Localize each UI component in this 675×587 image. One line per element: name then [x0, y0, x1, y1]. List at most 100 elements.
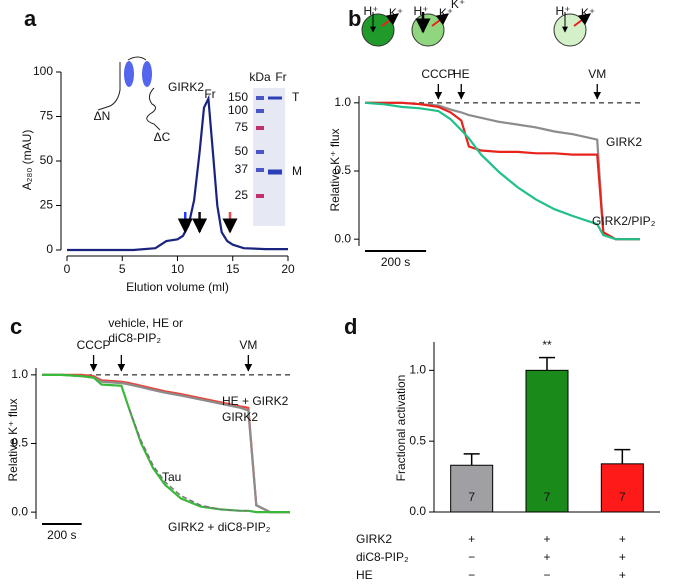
panel-letter: b — [348, 6, 361, 31]
series-line — [365, 101, 640, 241]
y-axis-label: Fractional activation — [394, 375, 408, 482]
y-tick-label: 1.0 — [409, 363, 426, 377]
condition-label: GIRK2 — [356, 532, 392, 546]
y-tick-label: 0.5 — [334, 163, 351, 177]
x-tick-label: 0 — [64, 262, 71, 276]
condition-sign: + — [619, 532, 626, 546]
chain — [97, 56, 161, 131]
condition-sign: − — [468, 550, 475, 564]
ion-label: H⁺ — [414, 4, 429, 18]
y-tick-label: 1.0 — [334, 95, 351, 109]
y-tick-label: 75 — [40, 109, 54, 123]
y-axis-label: A₂₈₀ (mAU) — [20, 130, 34, 191]
condition-label: HE — [356, 568, 373, 582]
y-tick-label: 0.0 — [11, 504, 28, 518]
ladder-label: 150 — [228, 90, 248, 104]
y-tick-label: 0.0 — [334, 231, 351, 245]
condition-sign: + — [619, 568, 626, 582]
ladder-band — [256, 109, 264, 113]
ion-label: K⁺ — [389, 6, 403, 20]
n-term-label: ΔN — [94, 109, 111, 123]
ladder-label: 50 — [235, 144, 249, 158]
ladder-label: 75 — [235, 120, 249, 134]
series-label: GIRK2/PIP₂ — [592, 214, 656, 228]
gel-band — [268, 169, 282, 175]
y-tick-label: 0.5 — [409, 433, 426, 447]
scale-bar-label: 200 s — [47, 528, 76, 542]
subunit — [124, 61, 134, 87]
k-arrow — [573, 13, 591, 27]
ladder-band — [256, 96, 264, 100]
condition-sign: + — [543, 550, 550, 564]
ladder-band — [256, 168, 264, 172]
y-tick-label: 0.5 — [11, 436, 28, 450]
c-term-label: ΔC — [154, 130, 171, 144]
event-label: HE — [453, 67, 470, 81]
n-label: 7 — [468, 490, 475, 504]
event-label: CCCP — [77, 338, 111, 352]
y-tick-label: 0 — [46, 242, 53, 256]
bar — [450, 464, 494, 513]
y-axis-label: Relative K⁺ flux — [6, 398, 20, 481]
scale-bar-label: 200 s — [381, 255, 410, 269]
y-tick-label: 25 — [40, 198, 54, 212]
peak-label: Fr — [204, 87, 215, 101]
bar — [525, 369, 569, 513]
bar — [600, 463, 644, 513]
protein-label: GIRK2 — [168, 80, 204, 94]
significance: ** — [542, 338, 552, 352]
subunit — [142, 61, 152, 87]
panel-letter: c — [10, 314, 22, 339]
condition-sign: + — [619, 550, 626, 564]
event-label: vehicle, HE or — [108, 316, 183, 330]
ladder-label: 37 — [235, 162, 249, 176]
condition-sign: − — [468, 568, 475, 582]
panel-letter: d — [344, 314, 357, 339]
event-label: VM — [239, 338, 257, 352]
series-label: GIRK2 — [606, 135, 642, 149]
ladder-label: 100 — [228, 103, 248, 117]
ion-label: H⁺ — [364, 4, 379, 18]
k-arrow — [431, 13, 449, 27]
series-line — [364, 101, 640, 241]
series-line — [67, 94, 288, 252]
gel-lane: Fr — [275, 70, 286, 84]
x-tick-label: 10 — [171, 262, 185, 276]
k-arrow — [381, 13, 399, 27]
ion-label: H⁺ — [556, 4, 571, 18]
ladder-band — [256, 126, 264, 130]
x-tick-label: 15 — [226, 262, 240, 276]
ion-label: K⁺ — [439, 6, 453, 20]
y-tick-label: 100 — [33, 64, 53, 78]
band-label: T — [292, 90, 300, 104]
condition-sign: + — [468, 532, 475, 546]
series-line — [42, 373, 290, 514]
condition-label: diC8-PIP₂ — [356, 550, 409, 564]
n-label: 7 — [544, 490, 551, 504]
series-label: GIRK2 + diC8-PIP₂ — [168, 520, 271, 534]
band-label: M — [292, 164, 302, 178]
ion-label: K⁺ — [451, 0, 465, 11]
event-label: VM — [588, 67, 606, 81]
ion-label: K⁺ — [581, 6, 595, 20]
ladder-label: 25 — [235, 188, 249, 202]
ladder-band — [256, 150, 264, 154]
y-axis-label: Relative K⁺ flux — [328, 128, 342, 211]
series-line — [128, 408, 249, 512]
panel-letter: a — [24, 6, 37, 31]
gel-unit: kDa — [249, 70, 271, 84]
y-tick-label: 0.0 — [409, 504, 426, 518]
y-tick-label: 50 — [40, 153, 54, 167]
series-label: Tau — [162, 470, 181, 484]
n-label: 7 — [619, 490, 626, 504]
condition-sign: + — [543, 532, 550, 546]
x-axis-label: Elution volume (ml) — [126, 280, 229, 294]
ladder-band — [256, 194, 264, 198]
gel — [253, 88, 285, 226]
y-tick-label: 1.0 — [11, 367, 28, 381]
series-label: GIRK2 — [222, 410, 258, 424]
x-tick-label: 20 — [281, 262, 295, 276]
series-label: HE + GIRK2 — [222, 394, 289, 408]
event-label: diC8-PIP₂ — [108, 331, 161, 345]
